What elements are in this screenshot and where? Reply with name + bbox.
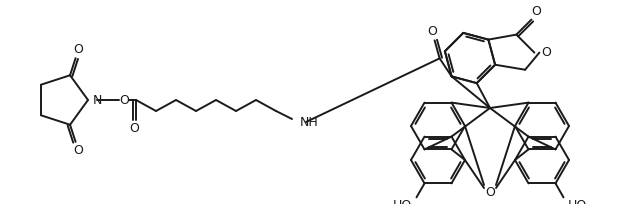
Text: HO: HO (393, 199, 412, 204)
Text: O: O (74, 144, 83, 157)
Text: NH: NH (300, 116, 319, 130)
Text: O: O (129, 122, 139, 135)
Text: HO: HO (568, 199, 587, 204)
Text: O: O (74, 43, 83, 56)
Text: N: N (93, 93, 102, 106)
Text: O: O (541, 46, 551, 59)
Text: O: O (485, 186, 495, 200)
Text: O: O (531, 5, 541, 18)
Text: O: O (428, 25, 438, 38)
Text: O: O (119, 93, 129, 106)
